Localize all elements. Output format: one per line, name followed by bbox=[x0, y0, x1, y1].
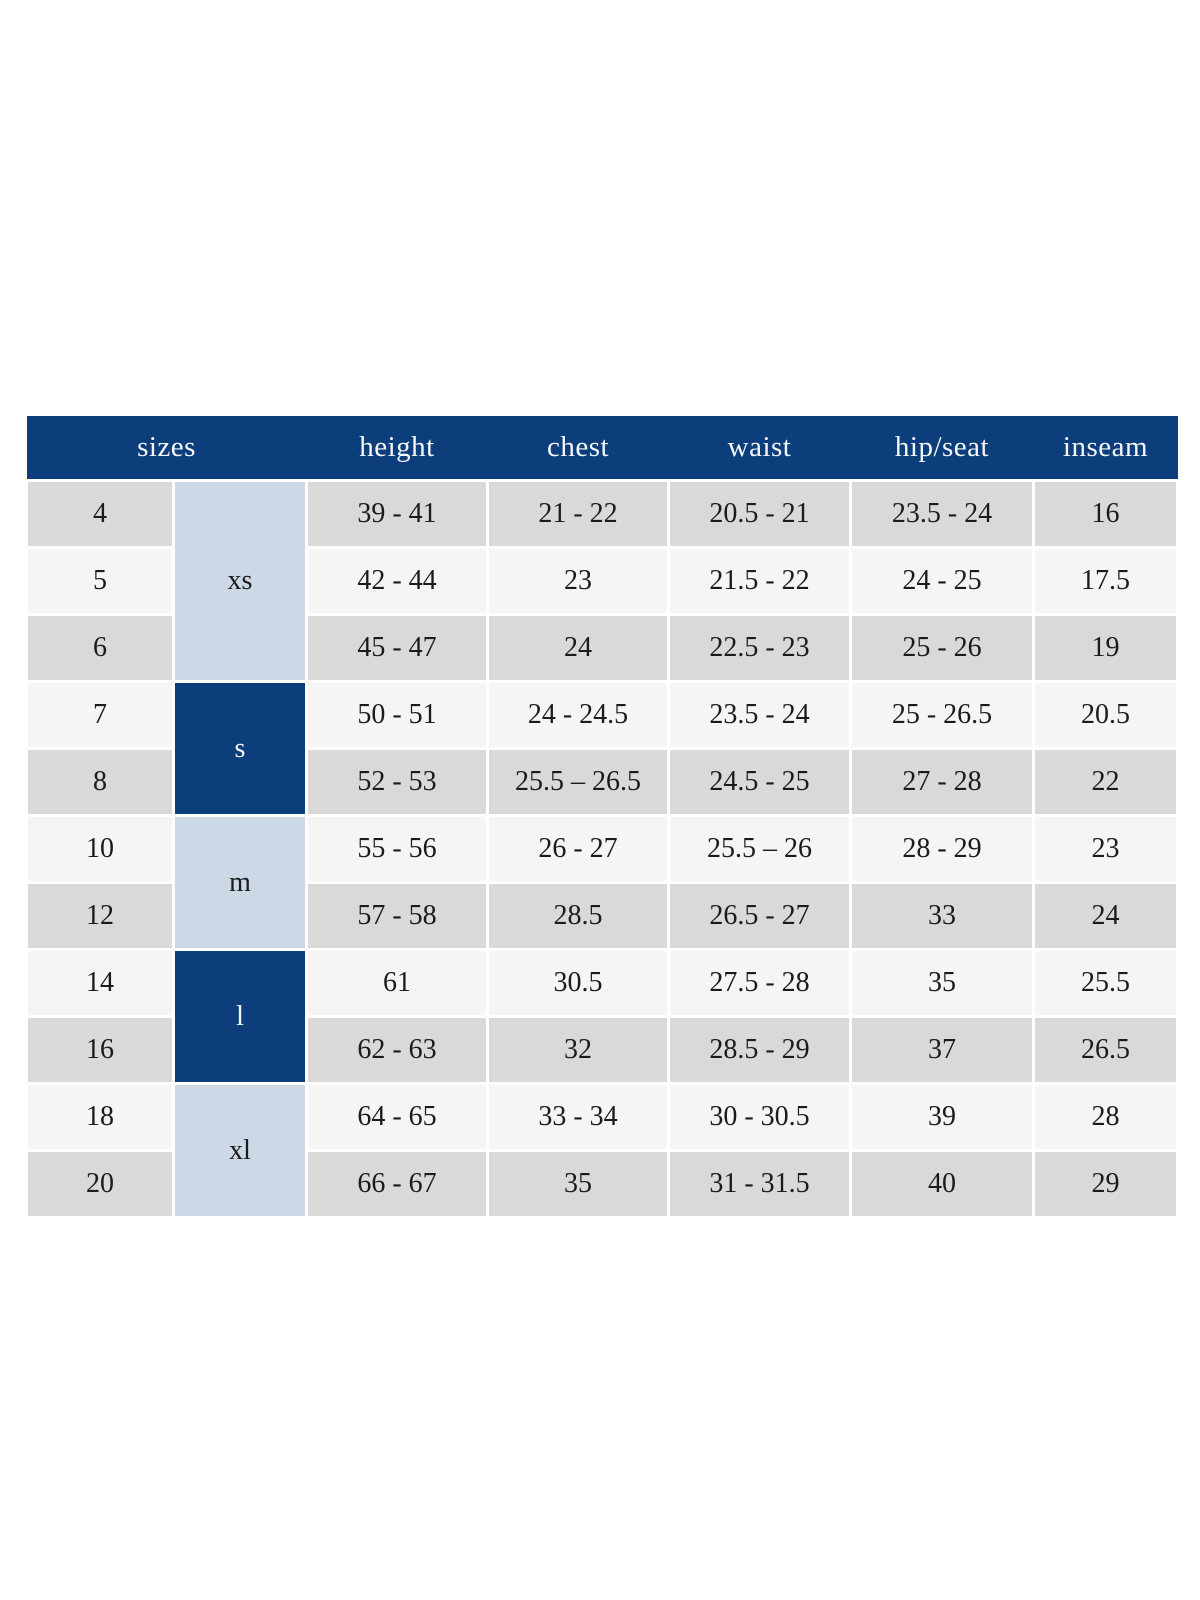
waist-cell: 24.5 - 25 bbox=[667, 747, 852, 817]
table-row: 16 62 - 63 32 28.5 - 29 37 26.5 bbox=[25, 1015, 1179, 1085]
inseam-cell: 16 bbox=[1032, 479, 1179, 549]
hip-seat-cell: 39 bbox=[849, 1082, 1035, 1152]
chest-cell: 35 bbox=[486, 1149, 670, 1219]
size-cell: 5 bbox=[25, 546, 175, 616]
size-cell: 6 bbox=[25, 613, 175, 683]
header-hip-seat: hip/seat bbox=[850, 416, 1034, 481]
hip-seat-cell: 23.5 - 24 bbox=[849, 479, 1035, 549]
size-chart-table: sizes height chest waist hip/seat inseam… bbox=[25, 416, 1179, 1219]
chest-cell: 23 bbox=[486, 546, 670, 616]
size-cell: 20 bbox=[25, 1149, 175, 1219]
waist-cell: 20.5 - 21 bbox=[667, 479, 852, 549]
waist-cell: 23.5 - 24 bbox=[667, 680, 852, 750]
chest-cell: 30.5 bbox=[486, 948, 670, 1018]
height-cell: 45 - 47 bbox=[305, 613, 489, 683]
size-cell: 18 bbox=[25, 1082, 175, 1152]
hip-seat-cell: 33 bbox=[849, 881, 1035, 951]
size-cell: 16 bbox=[25, 1015, 175, 1085]
height-cell: 39 - 41 bbox=[305, 479, 489, 549]
size-cell: 12 bbox=[25, 881, 175, 951]
height-cell: 64 - 65 bbox=[305, 1082, 489, 1152]
inseam-cell: 29 bbox=[1032, 1149, 1179, 1219]
chest-cell: 33 - 34 bbox=[486, 1082, 670, 1152]
header-chest: chest bbox=[487, 416, 669, 481]
waist-cell: 28.5 - 29 bbox=[667, 1015, 852, 1085]
size-cell: 4 bbox=[25, 479, 175, 549]
waist-cell: 21.5 - 22 bbox=[667, 546, 852, 616]
table-row: 10 m 55 - 56 26 - 27 25.5 – 26 28 - 29 2… bbox=[25, 814, 1179, 951]
inseam-cell: 20.5 bbox=[1032, 680, 1179, 750]
inseam-cell: 26.5 bbox=[1032, 1015, 1179, 1085]
hip-seat-cell: 37 bbox=[849, 1015, 1035, 1085]
table-row: 7 s 50 - 51 24 - 24.5 23.5 - 24 25 - 26.… bbox=[25, 680, 1179, 817]
chest-cell: 25.5 – 26.5 bbox=[486, 747, 670, 817]
chest-cell: 24 - 24.5 bbox=[486, 680, 670, 750]
table-row: 14 l 61 30.5 27.5 - 28 35 25.5 bbox=[25, 948, 1179, 1085]
waist-cell: 31 - 31.5 bbox=[667, 1149, 852, 1219]
height-cell: 55 - 56 bbox=[305, 814, 489, 884]
inseam-cell: 25.5 bbox=[1032, 948, 1179, 1018]
inseam-cell: 17.5 bbox=[1032, 546, 1179, 616]
hip-seat-cell: 28 - 29 bbox=[849, 814, 1035, 884]
group-cell-xl: xl bbox=[172, 1082, 308, 1219]
inseam-cell: 24 bbox=[1032, 881, 1179, 951]
header-sizes: sizes bbox=[26, 416, 307, 481]
waist-cell: 26.5 - 27 bbox=[667, 881, 852, 951]
group-cell-m: m bbox=[172, 814, 308, 951]
header-height: height bbox=[306, 416, 488, 481]
hip-seat-cell: 25 - 26.5 bbox=[849, 680, 1035, 750]
group-cell-l: l bbox=[172, 948, 308, 1085]
hip-seat-cell: 40 bbox=[849, 1149, 1035, 1219]
table-row: 20 66 - 67 35 31 - 31.5 40 29 bbox=[25, 1149, 1179, 1219]
waist-cell: 25.5 – 26 bbox=[667, 814, 852, 884]
size-cell: 10 bbox=[25, 814, 175, 884]
chest-cell: 32 bbox=[486, 1015, 670, 1085]
inseam-cell: 23 bbox=[1032, 814, 1179, 884]
size-cell: 8 bbox=[25, 747, 175, 817]
group-cell-s: s bbox=[172, 680, 308, 817]
chest-cell: 21 - 22 bbox=[486, 479, 670, 549]
height-cell: 52 - 53 bbox=[305, 747, 489, 817]
group-cell-xs: xs bbox=[172, 479, 308, 683]
height-cell: 50 - 51 bbox=[305, 680, 489, 750]
header-waist: waist bbox=[668, 416, 851, 481]
hip-seat-cell: 24 - 25 bbox=[849, 546, 1035, 616]
table-header: sizes height chest waist hip/seat inseam bbox=[26, 416, 1178, 481]
table-body: 4 xs 39 - 41 21 - 22 20.5 - 21 23.5 - 24… bbox=[25, 479, 1179, 1219]
waist-cell: 22.5 - 23 bbox=[667, 613, 852, 683]
table-row: 18 xl 64 - 65 33 - 34 30 - 30.5 39 28 bbox=[25, 1082, 1179, 1219]
height-cell: 57 - 58 bbox=[305, 881, 489, 951]
inseam-cell: 22 bbox=[1032, 747, 1179, 817]
table-row: 8 52 - 53 25.5 – 26.5 24.5 - 25 27 - 28 … bbox=[25, 747, 1179, 817]
table-row: 12 57 - 58 28.5 26.5 - 27 33 24 bbox=[25, 881, 1179, 951]
inseam-cell: 19 bbox=[1032, 613, 1179, 683]
inseam-cell: 28 bbox=[1032, 1082, 1179, 1152]
waist-cell: 30 - 30.5 bbox=[667, 1082, 852, 1152]
size-chart-container: sizes height chest waist hip/seat inseam… bbox=[25, 416, 1179, 1219]
chest-cell: 24 bbox=[486, 613, 670, 683]
waist-cell: 27.5 - 28 bbox=[667, 948, 852, 1018]
hip-seat-cell: 27 - 28 bbox=[849, 747, 1035, 817]
table-row: 6 45 - 47 24 22.5 - 23 25 - 26 19 bbox=[25, 613, 1179, 683]
table-row: 5 42 - 44 23 21.5 - 22 24 - 25 17.5 bbox=[25, 546, 1179, 616]
height-cell: 42 - 44 bbox=[305, 546, 489, 616]
table-row: 4 xs 39 - 41 21 - 22 20.5 - 21 23.5 - 24… bbox=[25, 479, 1179, 683]
hip-seat-cell: 35 bbox=[849, 948, 1035, 1018]
hip-seat-cell: 25 - 26 bbox=[849, 613, 1035, 683]
chest-cell: 28.5 bbox=[486, 881, 670, 951]
height-cell: 66 - 67 bbox=[305, 1149, 489, 1219]
size-cell: 14 bbox=[25, 948, 175, 1018]
size-cell: 7 bbox=[25, 680, 175, 750]
height-cell: 62 - 63 bbox=[305, 1015, 489, 1085]
header-row: sizes height chest waist hip/seat inseam bbox=[26, 416, 1178, 481]
header-inseam: inseam bbox=[1033, 416, 1178, 481]
chest-cell: 26 - 27 bbox=[486, 814, 670, 884]
height-cell: 61 bbox=[305, 948, 489, 1018]
